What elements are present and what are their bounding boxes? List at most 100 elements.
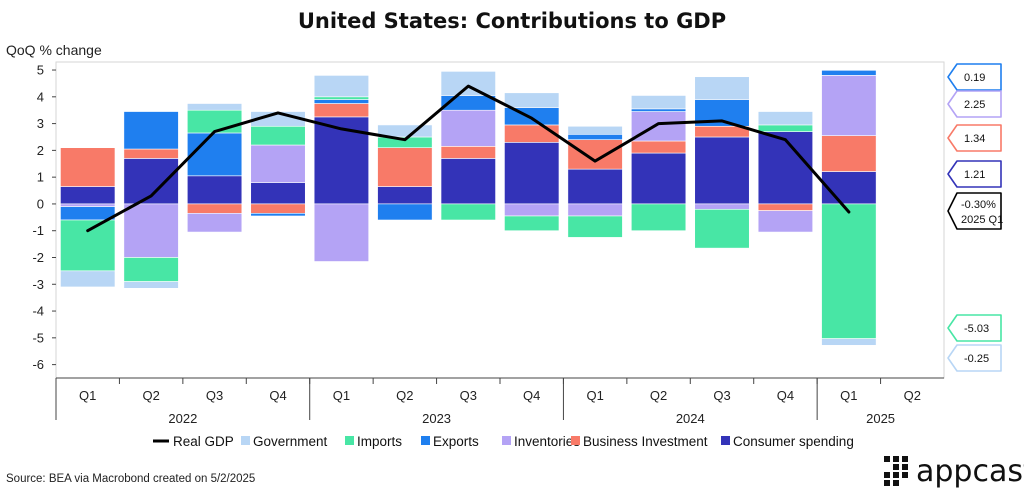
bar-government [630,95,687,110]
bar-inventories [123,203,179,258]
bar-consumer-spending [821,171,877,205]
bar-business-investment [440,146,496,159]
bar-imports [694,208,750,249]
bar-consumer-spending [440,158,496,205]
callout-period: 2025 Q1 [961,214,1003,226]
logo-dot [902,472,908,478]
bar-inventories [567,203,623,217]
bar-consumer-spending [377,186,433,205]
bar-government [567,125,623,135]
year-label: 2025 [866,411,895,426]
year-label: 2022 [168,411,197,426]
legend-label: Business Investment [583,434,708,449]
legend-label: Consumer spending [733,434,854,449]
bar-business-investment [123,148,179,159]
bar-government [60,270,116,288]
bar-imports [313,96,370,100]
bar-inventories [757,210,814,233]
y-tick-label: 5 [37,63,44,78]
bar-consumer-spending [630,152,687,205]
bar-consumer-spending [567,168,623,205]
x-tick-label: Q4 [523,388,540,403]
bar-imports [440,203,496,221]
bar-consumer-spending [757,131,814,205]
legend-label: Exports [433,434,479,449]
bar-inventories [250,144,306,183]
bar-government [504,92,560,108]
bar-imports [250,125,306,146]
bar-exports [313,99,370,104]
callout-value: 0.19 [964,72,985,84]
logo-dot [893,472,899,478]
bar-exports [186,132,243,177]
bar-government [821,338,877,346]
logo-dot [884,456,890,462]
logo-dot [893,464,899,470]
y-tick-label: -4 [32,304,44,319]
y-tick-label: 3 [37,116,44,131]
legend-label: Inventories [514,434,580,449]
year-label: 2023 [422,411,451,426]
callout-box [947,192,1002,230]
bar-exports [60,206,116,221]
callout-box [947,124,1002,152]
bar-government [440,71,496,96]
y-tick-label: 2 [37,143,44,158]
y-tick-label: 0 [37,196,44,211]
bar-inventories [821,75,877,136]
x-tick-label: Q2 [904,388,921,403]
bar-imports [757,124,814,132]
callout-box [947,160,1002,188]
bar-government [313,75,370,98]
y-tick-label: -6 [32,357,44,372]
callout-box [947,344,1002,372]
bar-business-investment [757,203,814,211]
bar-exports [567,134,623,140]
bar-consumer-spending [694,136,750,205]
bar-business-investment [377,147,433,187]
bar-consumer-spending [250,182,306,205]
bar-imports [630,203,687,232]
appcast-logo: appcast [884,454,1024,489]
bar-government [757,111,814,126]
value-callouts: 0.19 2.25 1.34 1.21 -0.30% 2025 Q1 -5.03 -0.25 [947,63,1003,372]
bar-business-investment [313,103,370,118]
callout-value: 2.25 [964,99,985,111]
bar-inventories [186,213,243,233]
x-axis: Q1 Q2 Q3 Q4 Q1 Q2 Q3 Q4 Q1 Q2 Q3 Q4 Q1 Q2 2022 2023 2024… [55,377,944,426]
bar-business-investment [250,203,306,214]
y-tick-label: -3 [32,277,44,292]
callout-box [947,63,1002,91]
callout-box [947,314,1002,342]
legend: Real GDP Government Imports Exports Inventor… [153,434,854,449]
bar-exports [377,203,433,221]
x-tick-label: Q3 [206,388,223,403]
legend-swatch [421,436,430,445]
bar-inventories [694,203,750,210]
callout-value: -0.30% [961,199,996,211]
x-tick-label: Q1 [840,388,857,403]
y-tick-label: -2 [32,250,44,265]
callout-value: -0.25 [964,353,989,365]
bar-government [123,281,179,289]
real-gdp-line-group [86,84,851,233]
logo-dot [884,472,890,478]
chart-title: United States: Contributions to GDP [298,9,726,33]
bar-business-investment [630,140,687,154]
callout-box [947,90,1002,118]
bar-imports [60,219,116,272]
legend-swatch [502,436,511,445]
legend-swatch [241,436,250,445]
bar-business-investment [60,147,116,187]
bar-exports [821,70,877,76]
bar-consumer-spending [504,142,560,205]
bar-business-investment [567,139,623,170]
legend-label: Real GDP [173,434,234,449]
bar-government [186,103,243,111]
legend-label: Imports [357,434,402,449]
legend-swatch [345,436,354,445]
bar-inventories [313,203,370,262]
legend-swatch [721,436,730,445]
bar-business-investment [504,124,560,143]
